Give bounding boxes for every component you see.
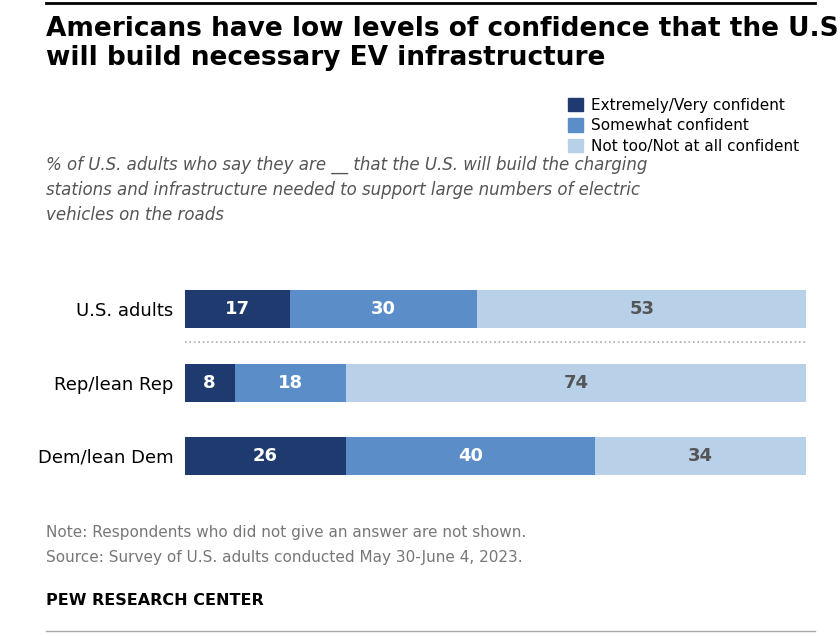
Text: 30: 30 [371,300,396,319]
Bar [234,364,346,401]
Bar [291,290,477,328]
Text: 26: 26 [253,447,278,465]
Bar [185,290,291,328]
Text: 18: 18 [278,373,303,392]
Text: Source: Survey of U.S. adults conducted May 30-June 4, 2023.: Source: Survey of U.S. adults conducted … [46,550,522,565]
Text: Americans have low levels of confidence that the U.S.
will build necessary EV in: Americans have low levels of confidence … [46,16,840,71]
Text: 8: 8 [203,373,216,392]
Bar [185,437,346,475]
Bar [185,364,234,401]
Text: 53: 53 [629,300,654,319]
Bar [477,290,806,328]
Bar [346,364,806,401]
Legend: Extremely/Very confident, Somewhat confident, Not too/Not at all confident: Extremely/Very confident, Somewhat confi… [568,98,799,154]
Bar [595,437,806,475]
Text: Note: Respondents who did not give an answer are not shown.: Note: Respondents who did not give an an… [46,525,527,540]
Text: 40: 40 [459,447,483,465]
Text: 17: 17 [225,300,250,319]
Text: PEW RESEARCH CENTER: PEW RESEARCH CENTER [46,593,264,608]
Text: % of U.S. adults who say they are __ that the U.S. will build the charging
stati: % of U.S. adults who say they are __ tha… [46,156,648,224]
Text: 34: 34 [688,447,713,465]
Bar [346,437,595,475]
Text: 74: 74 [564,373,589,392]
